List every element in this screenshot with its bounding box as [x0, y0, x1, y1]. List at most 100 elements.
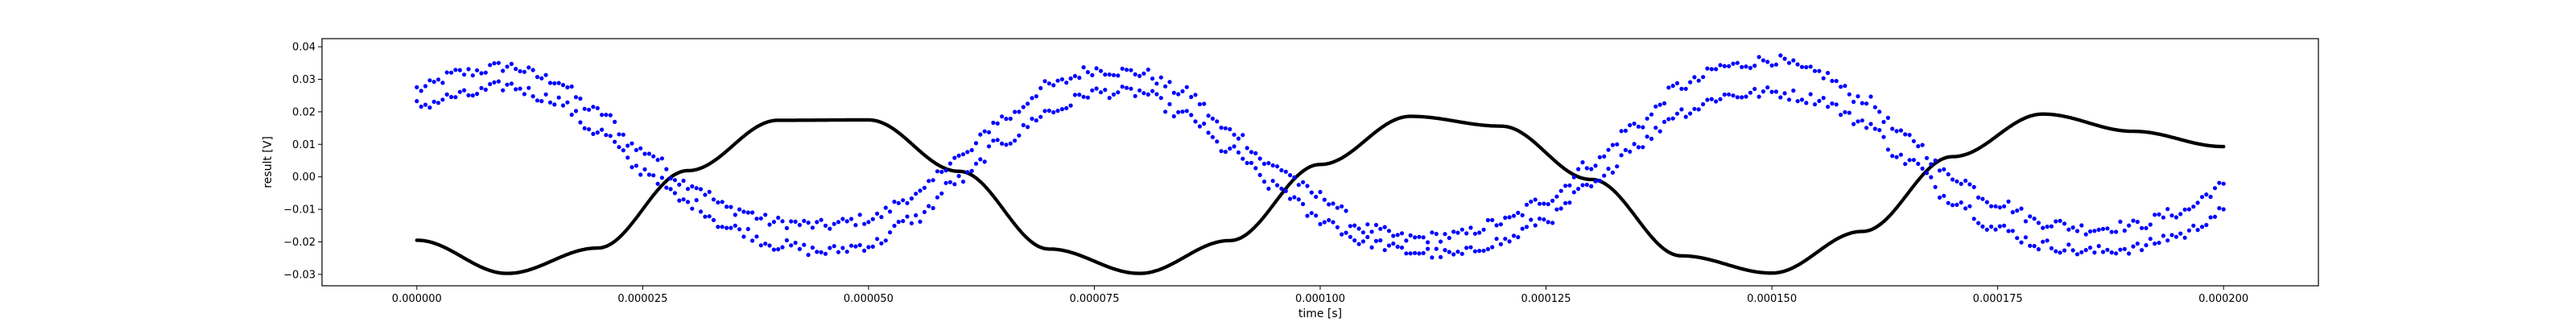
blue-point [2195, 228, 2200, 233]
blue-point [982, 129, 987, 134]
blue-point [1498, 222, 1503, 227]
blue-point [1030, 96, 1034, 101]
blue-point [1171, 114, 1176, 119]
blue-point [1369, 245, 1374, 250]
blue-point [646, 151, 652, 156]
blue-point [2118, 247, 2123, 252]
blue-point [1141, 71, 1146, 76]
blue-point [1228, 146, 1232, 151]
blue-point [2212, 214, 2218, 219]
blue-point [1542, 201, 1546, 206]
blue-point [973, 141, 979, 146]
blue-point [621, 148, 625, 153]
blue-point [995, 138, 1000, 142]
blue-point [1662, 101, 1667, 105]
blue-point [453, 68, 458, 72]
blue-point [952, 155, 957, 160]
blue-point [2002, 204, 2007, 208]
blue-point [655, 181, 660, 186]
blue-point [578, 120, 583, 125]
blue-point [698, 187, 704, 192]
blue-point [888, 230, 893, 235]
blue-point [1649, 112, 1654, 117]
y-tick-label: −0.03 [283, 269, 316, 281]
blue-point [909, 221, 914, 225]
blue-point [651, 173, 656, 178]
blue-point [440, 97, 445, 102]
blue-point [419, 89, 423, 93]
blue-point [2140, 248, 2145, 253]
blue-point [1937, 168, 1942, 173]
blue-point [1967, 204, 1972, 208]
blue-point [1903, 132, 1908, 137]
blue-point [1430, 230, 1435, 235]
blue-point [943, 180, 948, 185]
blue-point [2204, 222, 2209, 228]
blue-point [2041, 239, 2046, 244]
blue-point [1610, 142, 1615, 147]
blue-point [1034, 118, 1038, 123]
blue-point [2054, 249, 2058, 254]
blue-point [1602, 154, 1607, 159]
blue-point [922, 209, 927, 214]
blue-point [1481, 248, 1486, 254]
blue-point [2127, 251, 2132, 256]
blue-point [1107, 72, 1112, 77]
blue-point [888, 209, 893, 214]
blue-point [492, 80, 497, 85]
blue-point [1081, 65, 1086, 70]
blue-point [560, 103, 566, 108]
series-black [415, 112, 2226, 275]
blue-point [1171, 90, 1176, 95]
blue-point [1197, 124, 1202, 129]
blue-point [853, 244, 858, 249]
blue-point [2178, 231, 2183, 236]
blue-point [2045, 225, 2050, 229]
blue-point [2186, 207, 2191, 212]
blue-point [1133, 93, 1137, 98]
blue-point [1434, 231, 1439, 237]
blue-point [1843, 84, 1847, 89]
blue-point [539, 76, 544, 80]
blue-point [681, 178, 686, 184]
blue-point [1189, 113, 1194, 118]
blue-point [1189, 94, 1194, 100]
blue-point [2028, 214, 2033, 219]
blue-point [1920, 142, 1925, 147]
blue-point [617, 145, 621, 150]
blue-point [470, 73, 475, 78]
blue-point [1529, 217, 1534, 222]
blue-point [1696, 107, 1701, 112]
blue-point [1554, 207, 1559, 212]
blue-point [1253, 151, 1258, 155]
blue-point [1077, 93, 1082, 97]
blue-point [1993, 204, 1998, 208]
blue-point [483, 70, 488, 75]
blue-point [2062, 221, 2067, 226]
blue-point [1718, 97, 1723, 101]
x-axis-ticks: 0.000000 0.000025 0.000050 0.000075 0.000100… [392, 286, 2248, 305]
blue-point [2045, 238, 2050, 243]
blue-point [668, 187, 673, 192]
blue-point [750, 210, 755, 215]
blue-point [1584, 182, 1589, 188]
blue-point [1911, 138, 1916, 143]
blue-point [496, 60, 502, 65]
blue-point [1305, 184, 1310, 188]
blue-point [1546, 220, 1550, 225]
blue-point [1365, 222, 1370, 227]
blue-point [2006, 199, 2011, 204]
blue-point [423, 84, 428, 89]
blue-point [2135, 242, 2140, 246]
blue-point [1537, 201, 1542, 206]
blue-point [1340, 232, 1344, 237]
blue-point [1017, 109, 1022, 114]
blue-point [1662, 119, 1667, 124]
blue-point [698, 209, 704, 214]
blue-point [1356, 242, 1361, 246]
blue-point [1769, 63, 1774, 68]
blue-point [1520, 226, 1525, 231]
blue-point [952, 182, 957, 187]
blue-point [569, 84, 574, 89]
blue-point [1034, 94, 1038, 99]
